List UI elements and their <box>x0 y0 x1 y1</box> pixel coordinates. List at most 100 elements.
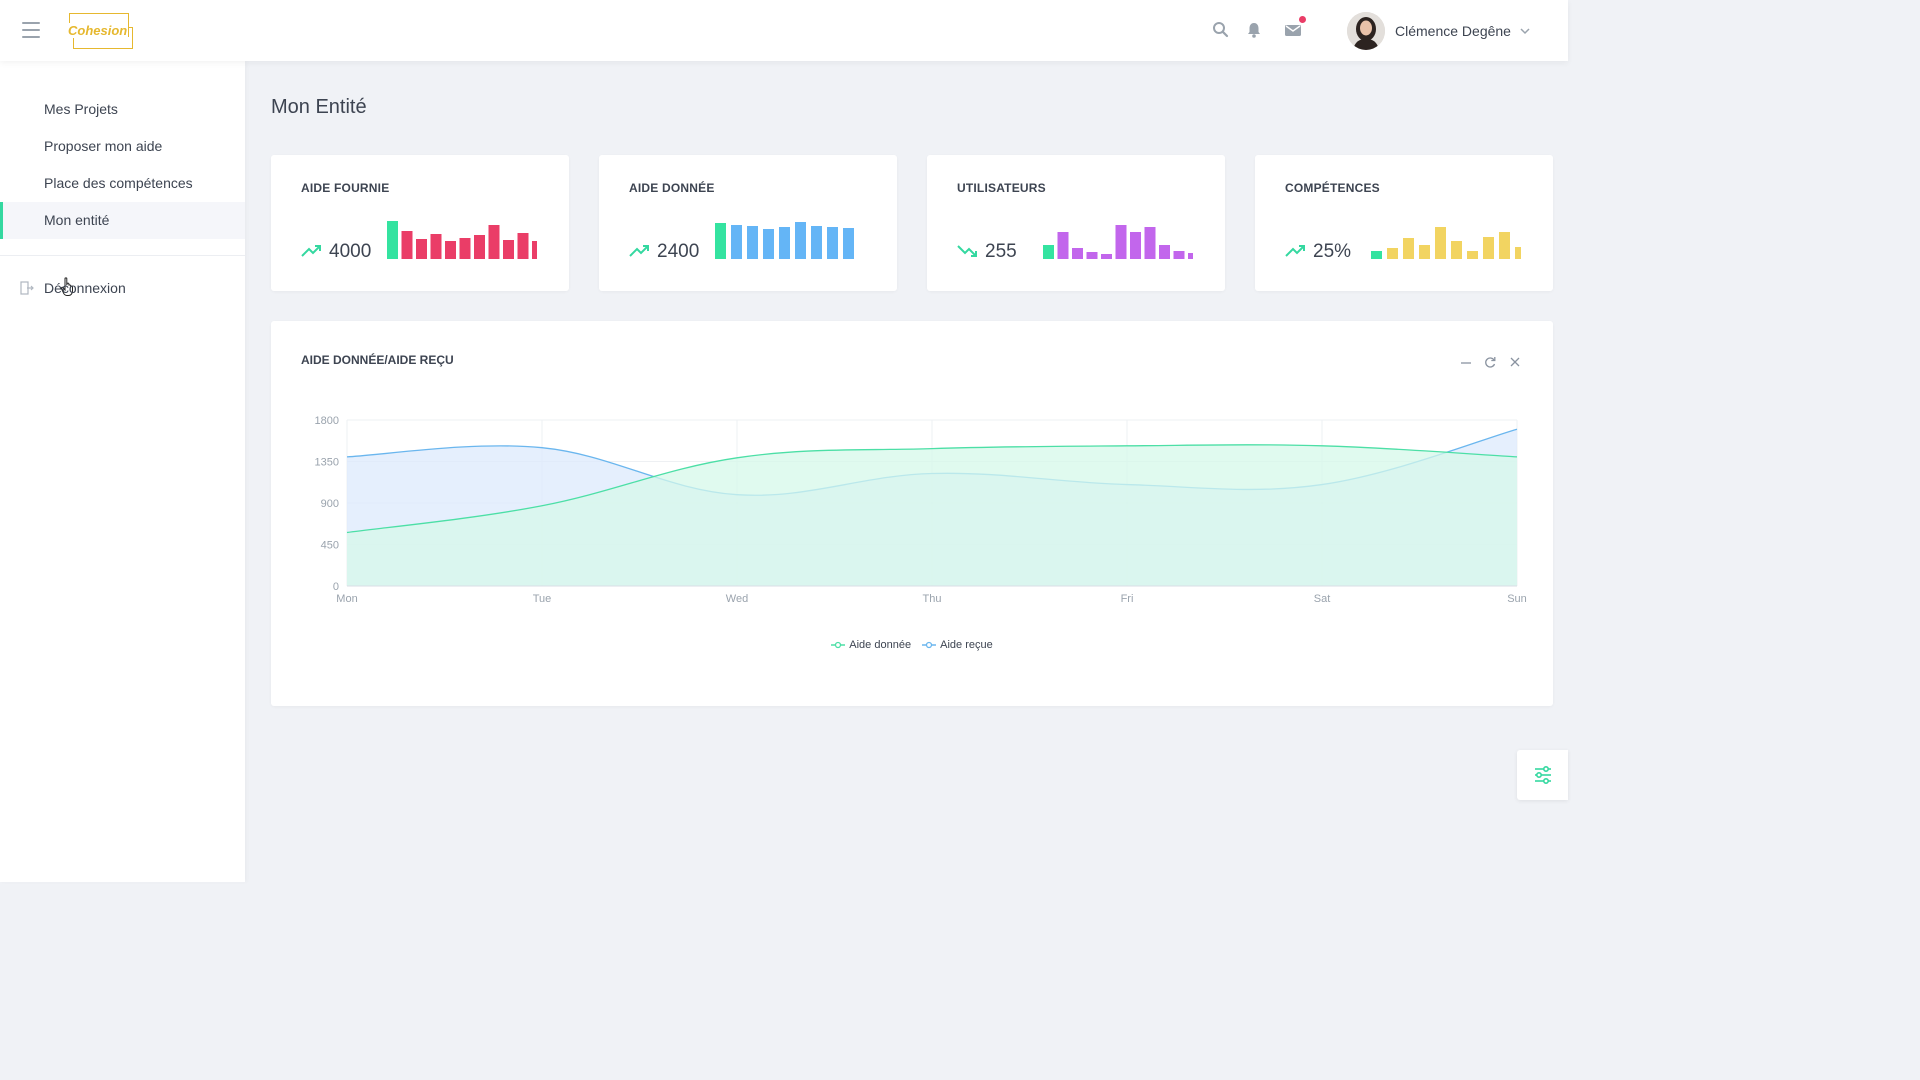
chart-card: AIDE DONNÉE/AIDE REÇU 0 450 900 1350 1800 Mon… <box>271 321 1553 706</box>
sparkline-bar <box>747 226 758 259</box>
legend-label: Aide reçue <box>940 639 993 651</box>
sparkline-bar <box>1483 237 1494 259</box>
sidebar-item-label: Déconnexion <box>44 280 126 296</box>
sparkline-bar <box>1515 247 1521 259</box>
sparkline-bar <box>1188 253 1193 259</box>
sparkline-bar <box>430 234 442 259</box>
sparkline-bar <box>1130 232 1141 259</box>
sidebar-item-proposer-mon-aide[interactable]: Proposer mon aide <box>0 128 245 165</box>
card-value: 4000 <box>329 241 372 262</box>
legend-item-aide-recue[interactable]: Aide reçue <box>922 639 993 651</box>
x-tick-label: Sun <box>1507 593 1527 605</box>
chart-legend: Aide donnée Aide reçue <box>271 639 1553 651</box>
card-value: 25% <box>1313 241 1352 262</box>
trending-up-icon <box>629 244 651 263</box>
sidebar-item-mon-entite[interactable]: Mon entité <box>0 202 245 239</box>
sparkline-bar <box>795 222 806 259</box>
x-tick-label: Sat <box>1314 593 1331 605</box>
sparkline-bar <box>488 225 500 259</box>
sidebar-divider <box>0 255 245 256</box>
sidebar-item-label: Place des compétences <box>44 175 193 191</box>
sparkline-bar <box>1403 238 1414 259</box>
sparkline-bar <box>1159 245 1170 259</box>
x-tick-label: Mon <box>336 593 357 605</box>
sparkline-bar <box>731 225 742 259</box>
search-icon[interactable] <box>1212 21 1230 39</box>
sparkline-bar <box>1057 232 1069 259</box>
sparkline-bar <box>1115 225 1127 259</box>
user-name[interactable]: Clémence Degêne <box>1395 23 1511 39</box>
sparkline-bar <box>1451 241 1462 259</box>
stat-card-utilisateurs: UTILISATEURS 255 <box>927 155 1225 291</box>
card-value: 2400 <box>657 241 700 262</box>
area-chart: 0 450 900 1350 1800 Mon Tue Wed Thu Fri Sat Sun <box>315 415 1527 605</box>
sparkline-bar <box>843 228 854 259</box>
sparkline-bar <box>1467 251 1478 259</box>
sparkline-bar <box>474 235 485 259</box>
y-tick-label: 0 <box>333 581 339 593</box>
sparkline-bar <box>1435 227 1446 259</box>
page-title: Mon Entité <box>271 96 367 118</box>
sparkline-bar <box>1371 251 1382 259</box>
series-line <box>346 444 1518 534</box>
sparkline-bar <box>416 239 427 259</box>
logout-icon[interactable] <box>20 281 34 300</box>
y-tick-label: 1800 <box>315 415 339 427</box>
sparkline-bar <box>811 226 822 259</box>
card-value: 255 <box>985 241 1017 262</box>
chevron-down-icon[interactable] <box>1519 24 1531 42</box>
sidebar-item-deconnexion[interactable]: Déconnexion <box>0 270 245 307</box>
card-title: COMPÉTENCES <box>1285 181 1380 195</box>
chart-title: AIDE DONNÉE/AIDE REÇU <box>301 353 454 367</box>
sparkline-chart <box>1043 225 1193 259</box>
sliders-icon <box>1535 765 1551 784</box>
sparkline-bar <box>532 241 537 259</box>
sparkline-bar <box>1387 248 1398 259</box>
sparkline-bar <box>503 240 514 259</box>
sidebar-item-place-des-competences[interactable]: Place des compétences <box>0 165 245 202</box>
sparkline-bar <box>1072 248 1083 259</box>
sidebar-item-label: Mes Projets <box>44 101 118 117</box>
sparkline-bar <box>1419 245 1430 259</box>
refresh-icon[interactable] <box>1483 355 1497 369</box>
sparkline-bar <box>1173 251 1185 259</box>
notification-dot <box>1299 16 1306 23</box>
sparkline-bar <box>459 238 471 259</box>
sparkline-bar <box>1499 232 1510 259</box>
sparkline-bar <box>827 227 838 259</box>
bell-icon[interactable] <box>1245 21 1263 39</box>
stat-card-aide-fournie: AIDE FOURNIE 4000 <box>271 155 569 291</box>
top-bar: Cohesion Clémence Degêne <box>0 0 1568 61</box>
sparkline-bar <box>387 221 398 259</box>
customizer-button[interactable] <box>1517 750 1568 800</box>
stat-card-competences: COMPÉTENCES 25% <box>1255 155 1553 291</box>
menu-toggle-icon[interactable] <box>22 22 40 38</box>
mail-icon[interactable] <box>1284 21 1302 39</box>
logo[interactable]: Cohesion <box>65 13 135 49</box>
sparkline-bar <box>1043 245 1054 259</box>
sparkline-bar <box>445 241 456 259</box>
sidebar-item-label: Mon entité <box>44 212 110 228</box>
sidebar-item-mes-projets[interactable]: Mes Projets <box>0 91 245 128</box>
x-tick-label: Tue <box>533 593 552 605</box>
avatar[interactable] <box>1347 12 1385 50</box>
legend-label: Aide donnée <box>849 639 912 651</box>
trending-up-icon <box>1285 244 1307 263</box>
minimize-icon[interactable] <box>1459 355 1473 369</box>
card-title: UTILISATEURS <box>957 181 1046 195</box>
y-tick-label: 1350 <box>315 457 339 469</box>
sparkline-chart <box>715 222 854 259</box>
sparkline-chart <box>1371 227 1521 259</box>
x-tick-label: Wed <box>726 593 748 605</box>
sidebar-item-label: Proposer mon aide <box>44 138 163 154</box>
close-icon[interactable] <box>1508 355 1522 369</box>
stat-card-aide-donnee: AIDE DONNÉE 2400 <box>599 155 897 291</box>
sparkline-bar <box>1101 254 1112 259</box>
sparkline-bar <box>779 227 790 259</box>
card-title: AIDE DONNÉE <box>629 181 715 195</box>
sidebar: Mes Projets Proposer mon aide Place des … <box>0 61 245 882</box>
sparkline-bar <box>1144 227 1156 259</box>
legend-item-aide-donnee[interactable]: Aide donnée <box>831 639 911 651</box>
sparkline-bar <box>1086 252 1098 259</box>
card-title: AIDE FOURNIE <box>301 181 390 195</box>
